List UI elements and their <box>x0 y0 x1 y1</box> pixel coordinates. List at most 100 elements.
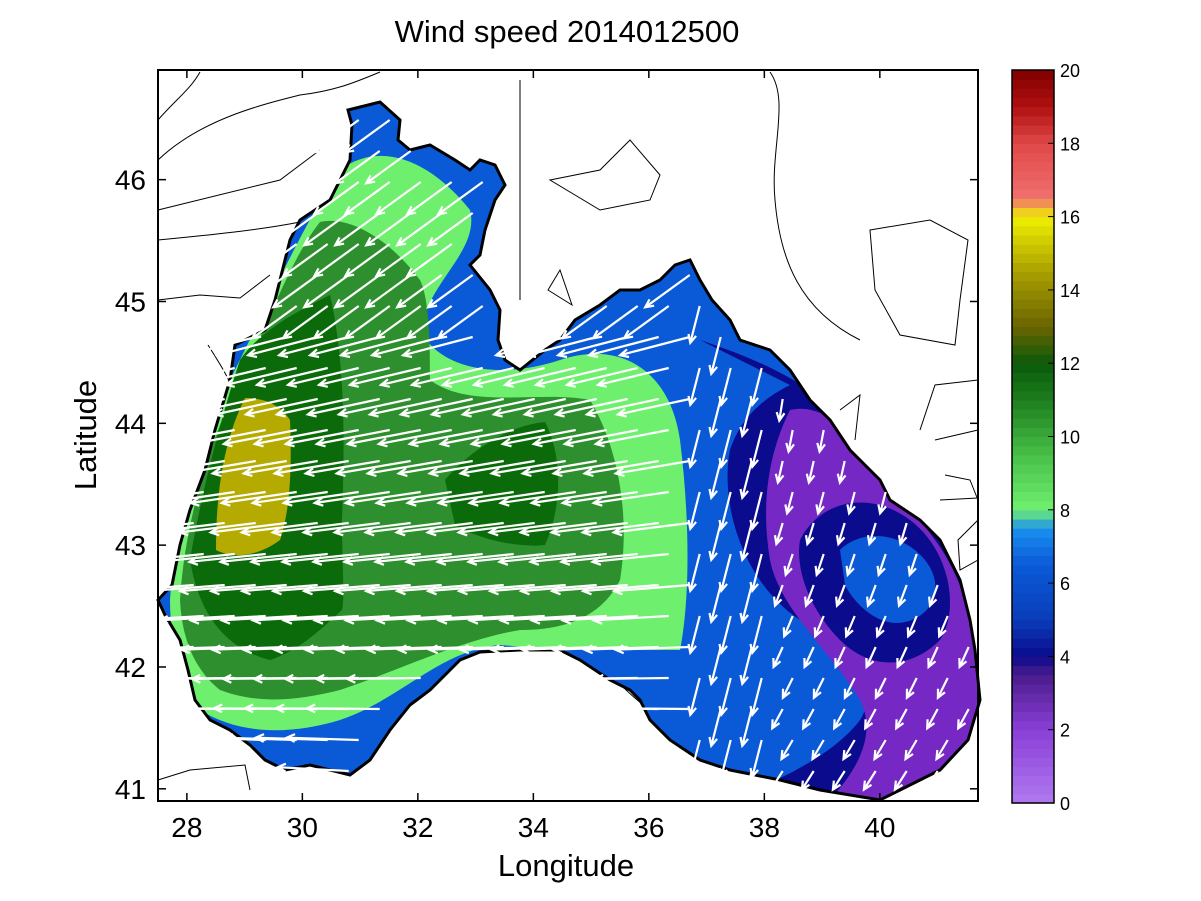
axes-frame <box>157 69 979 802</box>
wind-vector <box>271 274 319 309</box>
x-axis: 28 30 32 34 36 38 40 <box>171 70 895 843</box>
wind-vector <box>396 459 473 478</box>
wind-vector <box>774 460 785 485</box>
wind-vector <box>272 459 349 478</box>
wind-vector <box>957 708 970 731</box>
chart-title: Wind speed 2014012500 <box>395 14 740 49</box>
colorbar-band <box>1012 793 1054 804</box>
colorbar-band <box>1012 436 1054 447</box>
wind-vector <box>276 335 349 359</box>
colorbar-tick-label: 10 <box>1060 428 1080 448</box>
wind-vector <box>926 708 939 731</box>
wind-vector <box>865 646 877 670</box>
wind-vector <box>708 584 722 625</box>
wind-vector <box>866 522 877 547</box>
colorbar-tick-label: 0 <box>1060 794 1070 814</box>
colorbar-band <box>1012 445 1054 456</box>
wind-vector <box>436 614 514 625</box>
wind-vector <box>687 739 701 780</box>
colorbar-tick-label: 12 <box>1060 354 1080 374</box>
wind-vector <box>493 335 566 359</box>
wind-vector <box>223 366 297 388</box>
wind-vector <box>773 522 784 547</box>
wind-vector <box>864 708 877 731</box>
wind-vector <box>551 459 628 478</box>
colorbar-band <box>1012 482 1054 493</box>
wind-vector <box>285 366 359 388</box>
wind-vector <box>906 615 918 639</box>
y-axis-label: Latitude <box>68 380 103 490</box>
wind-vector <box>781 677 794 700</box>
colorbar-tick-label: 6 <box>1060 574 1070 594</box>
wind-vector <box>374 614 452 625</box>
wind-vector <box>426 212 474 247</box>
wind-vector <box>489 459 566 478</box>
colorbar-band <box>1012 198 1054 209</box>
wind-vector <box>936 677 949 700</box>
wind-vector <box>183 335 256 359</box>
colorbar-band <box>1012 738 1054 749</box>
wind-vector <box>126 614 204 625</box>
wind-vector <box>307 335 380 359</box>
wind-vector <box>815 491 825 516</box>
wind-vector <box>491 397 566 418</box>
colorbar-band <box>1012 720 1054 731</box>
wind-vector <box>591 614 669 625</box>
wind-vector <box>250 243 298 278</box>
wind-vector <box>612 644 690 655</box>
y-tick-label: 43 <box>115 530 146 561</box>
wind-vector <box>221 428 297 448</box>
colorbar-band <box>1012 518 1054 529</box>
wind-vector <box>842 739 856 762</box>
wind-vector <box>593 428 669 448</box>
colorbar-band <box>1012 583 1054 593</box>
colorbar-tick-label: 20 <box>1060 61 1080 81</box>
y-tick-label: 42 <box>115 652 146 683</box>
wind-vector <box>284 733 359 743</box>
colorbar-band <box>1012 555 1054 566</box>
y-tick-label: 41 <box>115 774 146 805</box>
wind-vector <box>240 274 288 309</box>
wind-vector <box>590 552 669 566</box>
x-tick-label: 30 <box>287 812 318 843</box>
wind-vector <box>252 428 328 448</box>
colorbar-band <box>1012 271 1054 282</box>
x-tick-label: 38 <box>749 812 780 843</box>
colorbar-band <box>1012 683 1054 694</box>
colorbar-tick-label: 16 <box>1060 208 1080 228</box>
y-tick-label: 45 <box>115 286 146 317</box>
wind-vector <box>833 708 846 731</box>
colorbar-band <box>1012 693 1054 703</box>
wind-vector <box>739 584 753 625</box>
wind-vector <box>316 366 390 388</box>
wind-vector <box>873 739 887 762</box>
wind-vector <box>458 459 535 478</box>
colorbar-band <box>1012 390 1054 401</box>
wind-vector <box>302 274 350 309</box>
colorbar-band <box>1012 656 1054 667</box>
colorbar-band <box>1012 179 1054 190</box>
wind-vector <box>333 274 381 309</box>
colorbar-band <box>1012 88 1054 99</box>
colorbar-band <box>1012 115 1054 126</box>
wind-vector <box>427 459 504 478</box>
wind-vector <box>364 274 412 309</box>
wind-vector <box>780 739 794 762</box>
colorbar-band <box>1012 344 1054 355</box>
wind-vector <box>303 459 380 478</box>
wind-vector <box>440 366 514 388</box>
wind-vector <box>304 703 380 714</box>
colorbar-band <box>1012 775 1054 786</box>
colorbar-band <box>1012 317 1054 328</box>
colorbar-band <box>1012 427 1054 438</box>
wind-vector <box>897 584 908 608</box>
wind-vector <box>813 615 825 639</box>
y-axis: 41 42 43 44 45 46 <box>115 165 978 805</box>
colorbar-band <box>1012 372 1054 383</box>
wind-vector <box>835 522 846 547</box>
colorbar-band <box>1012 546 1054 557</box>
wind-vector <box>835 584 846 608</box>
wind-vector <box>739 522 753 563</box>
colorbar-band <box>1012 509 1054 520</box>
wind-vector <box>800 770 815 792</box>
